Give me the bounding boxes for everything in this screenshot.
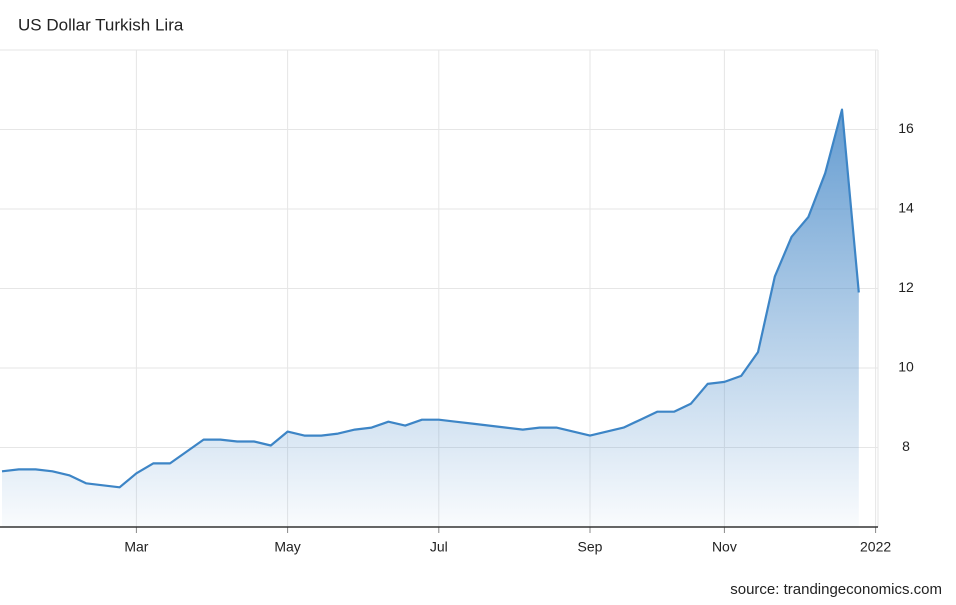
x-tick-label: Mar	[124, 539, 148, 555]
x-tick-label: May	[274, 539, 300, 555]
y-tick-label: 12	[898, 279, 914, 295]
y-tick-label: 10	[898, 359, 914, 375]
x-tick-label: Jul	[430, 539, 448, 555]
y-tick-label: 8	[902, 438, 910, 454]
x-tick-label: Nov	[712, 539, 737, 555]
y-tick-label: 16	[898, 120, 914, 136]
x-tick-label: Sep	[578, 539, 603, 555]
line	[1, 108, 860, 489]
x-tick-label: 2022	[860, 539, 891, 555]
y-tick-label: 14	[898, 200, 914, 216]
source: source: trandingeconomics.com	[730, 581, 942, 598]
chart-title: US Dollar Turkish Lira	[18, 15, 184, 34]
area	[2, 109, 859, 527]
